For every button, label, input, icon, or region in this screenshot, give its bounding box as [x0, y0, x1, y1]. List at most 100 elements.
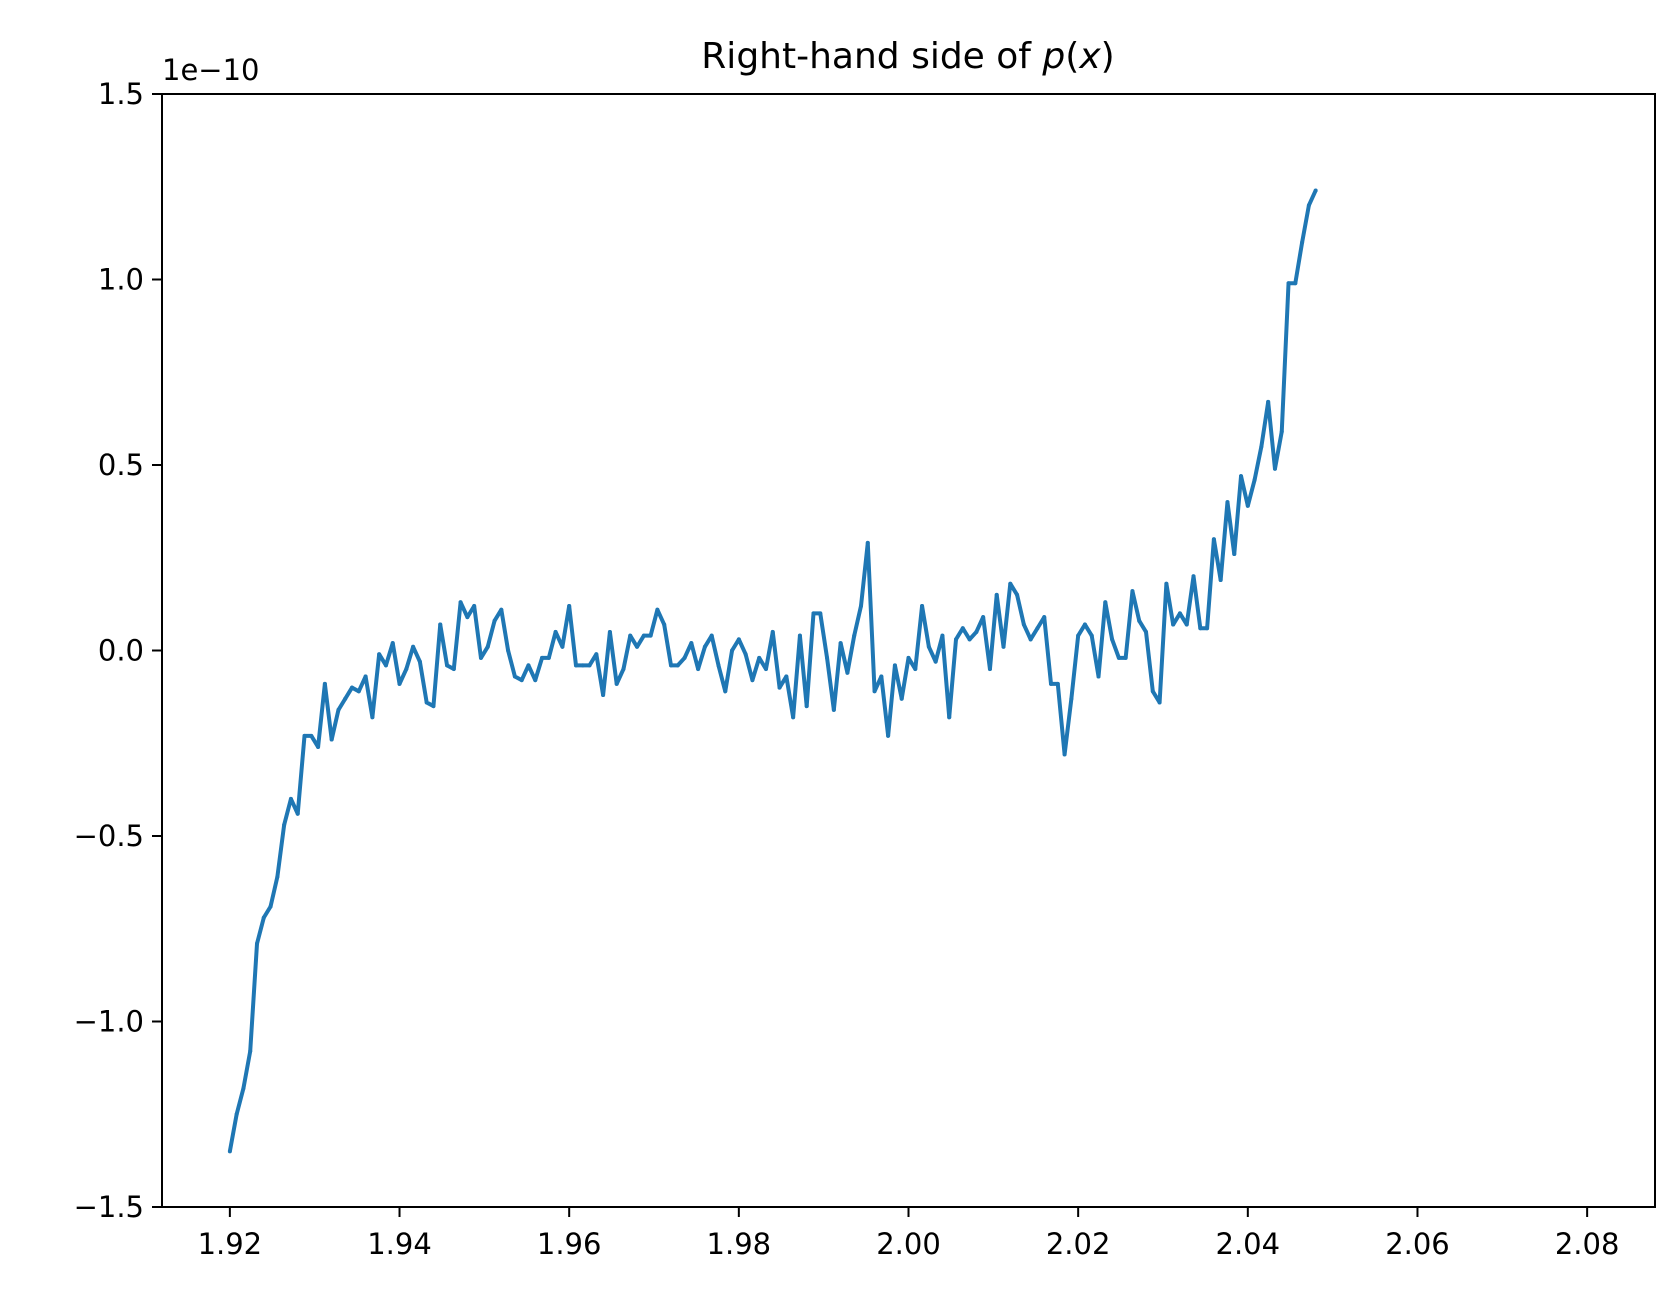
data-point: [1272, 466, 1277, 471]
data-point: [234, 1112, 239, 1117]
data-point: [1021, 622, 1026, 627]
data-point: [736, 637, 741, 642]
data-point: [1028, 637, 1033, 642]
data-point: [940, 633, 945, 638]
data-point: [506, 648, 511, 653]
data-point: [295, 811, 300, 816]
data-point: [472, 603, 477, 608]
data-point: [662, 622, 667, 627]
x-tick-label: 2.06: [1385, 1227, 1450, 1261]
data-point: [777, 685, 782, 690]
data-point: [1218, 578, 1223, 583]
data-point: [1279, 429, 1284, 434]
data-point: [906, 655, 911, 660]
data-point: [1008, 581, 1013, 586]
data-point: [1205, 626, 1210, 631]
data-point: [852, 633, 857, 638]
y-tick-label: −1.0: [74, 1005, 144, 1039]
data-point: [668, 663, 673, 668]
data-point: [1252, 477, 1257, 482]
data-point: [1049, 681, 1054, 686]
data-point: [580, 663, 585, 668]
x-tick-label: 2.02: [1046, 1227, 1111, 1261]
data-point: [309, 733, 314, 738]
plot-frame: [161, 93, 1656, 1208]
data-point: [954, 637, 958, 642]
data-point: [594, 652, 599, 657]
data-point: [302, 733, 307, 738]
data-point: [316, 744, 321, 749]
data-point: [1157, 700, 1162, 705]
data-point: [417, 659, 422, 664]
data-point: [1150, 689, 1155, 694]
data-point: [960, 626, 965, 631]
data-point: [1144, 629, 1149, 634]
y-tick-label: 0.0: [98, 634, 144, 668]
data-point: [1137, 618, 1142, 623]
data-point: [1306, 203, 1311, 208]
data-point: [1198, 626, 1203, 631]
data-point: [614, 681, 619, 686]
data-point: [675, 663, 680, 668]
data-point: [750, 678, 755, 683]
data-point: [519, 678, 524, 683]
data-point: [336, 707, 341, 712]
data-point: [865, 540, 870, 545]
x-tick-label: 2.00: [876, 1227, 941, 1261]
data-point: [411, 644, 416, 649]
data-point: [1062, 752, 1067, 757]
data-point: [892, 663, 897, 668]
data-point: [553, 629, 558, 634]
data-point: [1042, 615, 1047, 620]
data-point: [702, 644, 707, 649]
x-axis-ticks: 1.92 1.94 1.96 1.98 2.00 2.02 2.04 2.06 2.08: [198, 1207, 1619, 1261]
data-point: [730, 648, 735, 653]
plot-area: [162, 94, 1655, 1207]
data-point: [587, 663, 592, 668]
data-point: [1239, 474, 1244, 479]
data-point: [1184, 622, 1189, 627]
data-point: [567, 603, 572, 608]
data-point: [1293, 281, 1298, 286]
y-tick-label: −1.5: [74, 1190, 144, 1224]
data-point: [1191, 574, 1196, 579]
data-point: [879, 674, 884, 679]
data-point: [1123, 655, 1128, 660]
data-point: [770, 629, 775, 634]
data-point: [1089, 633, 1094, 638]
data-point: [397, 681, 402, 686]
data-point: [682, 655, 687, 660]
data-point: [797, 633, 802, 638]
data-point: [628, 633, 633, 638]
data-point: [1096, 674, 1101, 679]
data-point: [709, 633, 714, 638]
data-point: [1300, 240, 1305, 245]
data-point: [343, 696, 348, 701]
data-point: [791, 715, 796, 720]
data-point: [743, 652, 748, 657]
y-axis-offset-label: 1e−10: [162, 53, 260, 87]
data-point: [926, 644, 931, 649]
x-tick-label: 1.96: [537, 1227, 602, 1261]
data-point: [322, 681, 327, 686]
data-point: [1130, 589, 1135, 594]
data-point: [1266, 399, 1271, 404]
data-point: [350, 685, 355, 690]
data-point: [838, 641, 843, 646]
data-point: [540, 655, 545, 660]
data-point: [275, 874, 280, 879]
data-point: [1069, 696, 1074, 701]
data-point: [601, 693, 606, 698]
data-point: [655, 607, 660, 612]
data-point: [967, 637, 972, 642]
data-point: [377, 652, 382, 657]
y-tick-label: −0.5: [74, 819, 144, 853]
data-point: [512, 674, 517, 679]
data-point: [560, 644, 565, 649]
data-point: [648, 633, 653, 638]
data-point: [424, 700, 429, 705]
data-point: [248, 1049, 253, 1054]
data-point: [255, 941, 260, 946]
data-point: [635, 644, 640, 649]
data-point: [831, 707, 836, 712]
